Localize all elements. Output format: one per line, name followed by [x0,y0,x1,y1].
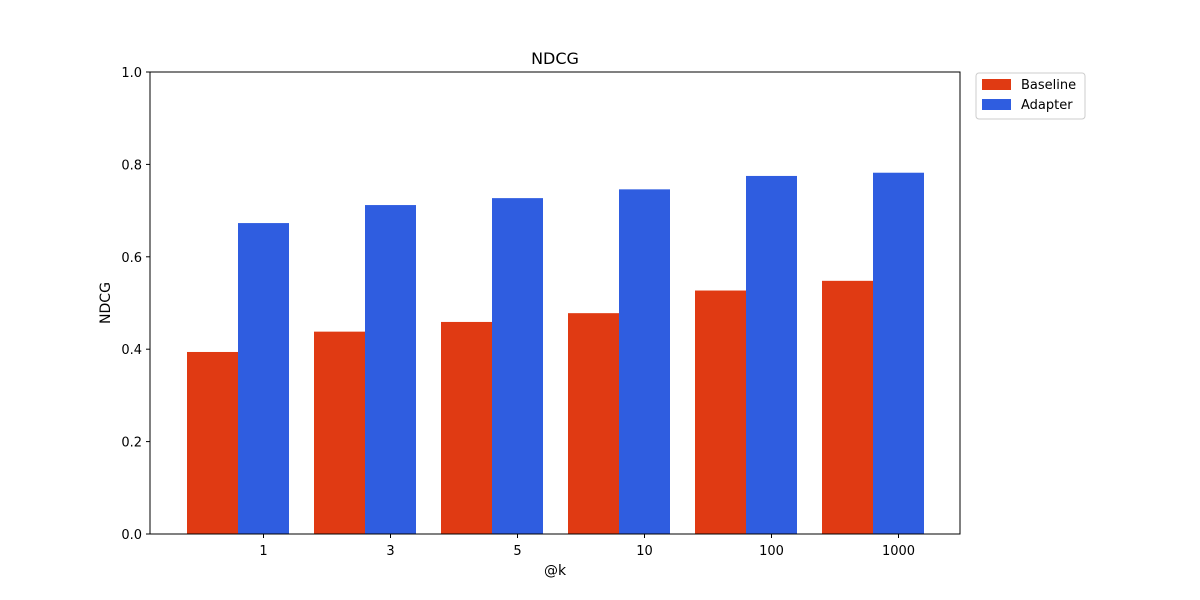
y-axis-title: NDCG [98,282,114,324]
bar-adapter-5 [492,198,543,534]
legend-swatch-adapter [982,99,1011,110]
x-axis-title: @k [544,563,567,579]
bar-baseline-1000 [822,280,873,534]
y-tick-label: 0.0 [121,528,142,543]
legend-label-baseline: Baseline [1021,78,1076,93]
bar-adapter-100 [746,175,797,534]
bar-adapter-3 [365,205,416,534]
bar-baseline-1 [187,351,238,534]
bar-baseline-10 [568,313,619,534]
bar-adapter-1 [238,223,289,534]
x-tick-label: 10 [636,544,653,559]
bar-adapter-1000 [873,172,924,534]
x-tick-label: 3 [386,544,394,559]
legend: Baseline Adapter [975,72,1086,120]
x-tick-label: 1000 [882,544,915,559]
x-tick-label: 1 [259,544,267,559]
bar-baseline-5 [441,321,492,534]
bar-adapter-10 [619,189,670,534]
bars-layer [187,172,924,534]
x-axis: 1 3 5 10 100 1000 [259,534,915,559]
x-tick-label: 5 [513,544,521,559]
y-tick-label: 1.0 [121,66,142,81]
chart-title: NDCG [531,49,579,68]
y-axis: 0.0 0.2 0.4 0.6 0.8 1.0 [121,66,150,543]
y-tick-label: 0.8 [121,158,142,173]
plot-frame [149,71,961,535]
y-tick-label: 0.4 [121,343,142,358]
x-tick-label: 100 [759,544,784,559]
legend-label-adapter: Adapter [1021,98,1073,113]
bar-baseline-100 [695,290,746,534]
y-tick-label: 0.6 [121,251,142,266]
y-tick-label: 0.2 [121,436,142,451]
legend-swatch-baseline [982,79,1011,90]
bar-baseline-3 [314,331,365,534]
